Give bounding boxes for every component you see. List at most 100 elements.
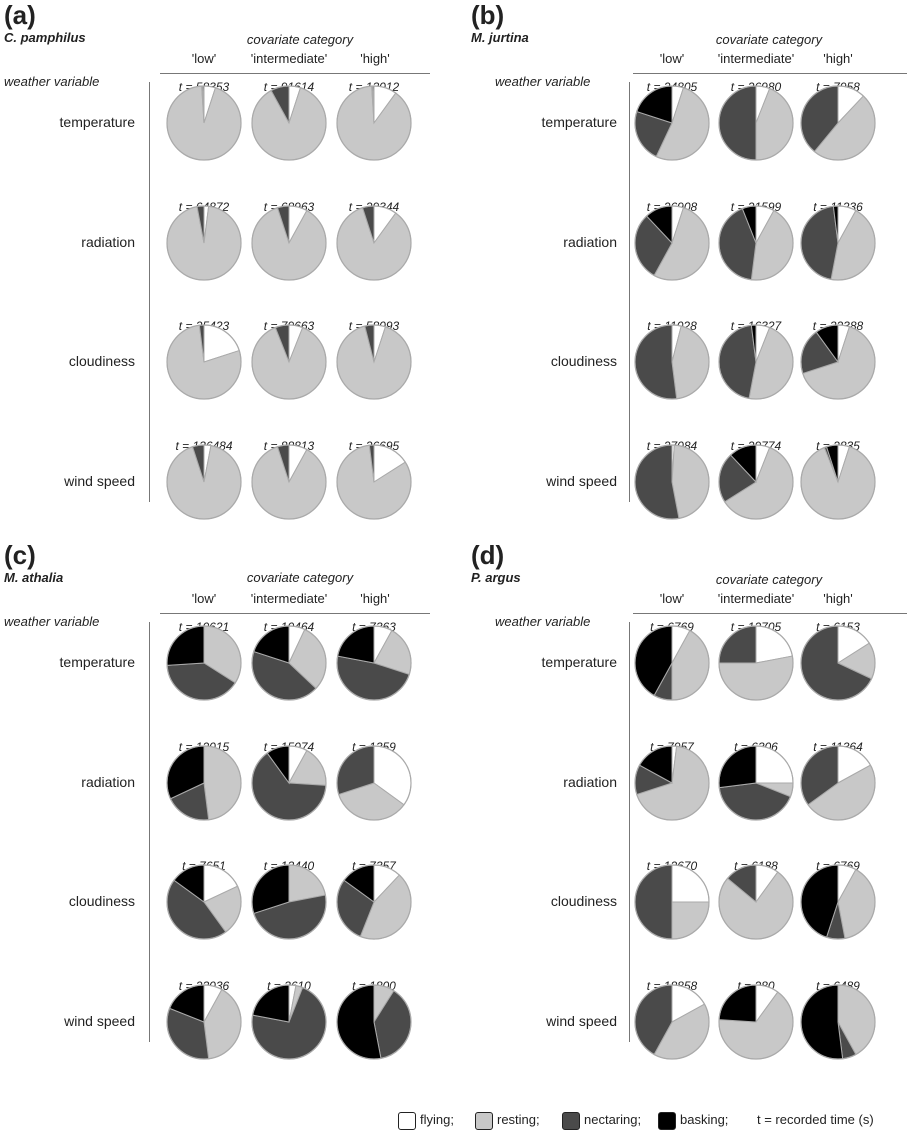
pie-outline bbox=[634, 625, 710, 701]
legend-label-basking: basking; bbox=[680, 1112, 729, 1127]
pie-chart bbox=[251, 205, 327, 281]
row-label: wind speed bbox=[546, 1013, 617, 1029]
pie-outline bbox=[634, 984, 710, 1060]
pie-outline bbox=[166, 864, 242, 940]
category-intermediate: 'intermediate' bbox=[250, 51, 328, 66]
species-name: M. athalia bbox=[4, 570, 64, 585]
pie-slice-nectaring bbox=[718, 324, 757, 399]
panel-a: (a) C. pamphilus covariate category 'low… bbox=[0, 0, 440, 540]
pie-chart bbox=[251, 625, 327, 701]
pie-slice-nectaring bbox=[634, 864, 673, 940]
pie-outline bbox=[634, 324, 710, 400]
pie-chart bbox=[166, 444, 242, 520]
panel-letter: (d) bbox=[471, 540, 505, 570]
pie-slice-basking bbox=[166, 625, 205, 666]
pie-outline bbox=[800, 984, 876, 1060]
pie-outline bbox=[634, 444, 710, 520]
pie-outline bbox=[718, 864, 794, 940]
pie-slice-resting bbox=[203, 745, 242, 821]
legend-note: t = recorded time (s) bbox=[757, 1112, 874, 1127]
species-name: P. argus bbox=[471, 570, 521, 585]
legend-swatch-resting bbox=[475, 1112, 493, 1130]
category-low: 'low' bbox=[659, 51, 685, 66]
pie-outline bbox=[718, 984, 794, 1060]
pie-outline bbox=[800, 205, 876, 281]
pie-slice-resting bbox=[671, 444, 710, 519]
pie-outline bbox=[166, 85, 242, 161]
pie-chart bbox=[166, 625, 242, 701]
pie-chart bbox=[251, 324, 327, 400]
row-label: cloudiness bbox=[68, 353, 135, 369]
pie-chart bbox=[718, 984, 794, 1060]
pie-slice-basking bbox=[718, 745, 757, 789]
category-high: 'high' bbox=[823, 51, 853, 66]
pie-chart bbox=[634, 444, 710, 520]
axis-rule bbox=[629, 622, 630, 1042]
panel-b: (b) M. jurtina covariate category 'low' … bbox=[467, 0, 907, 540]
weather-variable-title: weather variable bbox=[495, 74, 591, 89]
row-label: temperature bbox=[59, 654, 135, 670]
pie-outline bbox=[336, 85, 412, 161]
row-label: radiation bbox=[81, 774, 135, 790]
pie-chart bbox=[251, 984, 327, 1060]
header-rule bbox=[160, 613, 430, 614]
pie-outline bbox=[800, 745, 876, 821]
pie-outline bbox=[800, 625, 876, 701]
pie-slice-basking bbox=[800, 984, 844, 1060]
pie-chart bbox=[336, 205, 412, 281]
pie-chart bbox=[800, 984, 876, 1060]
row-label: cloudiness bbox=[550, 353, 617, 369]
pie-outline bbox=[251, 205, 327, 281]
pie-chart bbox=[166, 984, 242, 1060]
pie-chart bbox=[251, 85, 327, 161]
pie-chart bbox=[336, 85, 412, 161]
panel-d: (d) P. argus covariate category 'low' 'i… bbox=[467, 540, 907, 1080]
axis-rule bbox=[149, 622, 150, 1042]
row-label: temperature bbox=[541, 654, 617, 670]
pie-chart bbox=[718, 85, 794, 161]
pie-chart bbox=[336, 625, 412, 701]
pie-chart bbox=[251, 444, 327, 520]
pie-outline bbox=[251, 625, 327, 701]
pie-outline bbox=[800, 324, 876, 400]
pie-outline bbox=[336, 444, 412, 520]
pie-chart bbox=[166, 745, 242, 821]
pie-outline bbox=[166, 625, 242, 701]
pie-chart bbox=[634, 864, 710, 940]
row-label: wind speed bbox=[64, 1013, 135, 1029]
pie-outline bbox=[336, 625, 412, 701]
pie-outline bbox=[336, 984, 412, 1060]
pie-outline bbox=[800, 85, 876, 161]
pie-slice-nectaring bbox=[718, 85, 757, 161]
axis-rule bbox=[629, 82, 630, 502]
pie-chart bbox=[166, 205, 242, 281]
pie-outline bbox=[634, 745, 710, 821]
row-label: cloudiness bbox=[550, 893, 617, 909]
pie-outline bbox=[718, 444, 794, 520]
pie-chart bbox=[634, 625, 710, 701]
header-rule bbox=[160, 73, 430, 74]
pie-chart bbox=[800, 444, 876, 520]
legend: flying; resting; nectaring; basking; t =… bbox=[0, 1112, 911, 1134]
category-low: 'low' bbox=[659, 591, 685, 606]
pie-outline bbox=[251, 324, 327, 400]
pie-outline bbox=[336, 864, 412, 940]
panel-letter: (b) bbox=[471, 0, 505, 30]
pie-outline bbox=[634, 85, 710, 161]
pie-chart bbox=[718, 625, 794, 701]
pie-chart bbox=[634, 205, 710, 281]
covariate-title: covariate category bbox=[715, 32, 823, 47]
pie-slice-basking bbox=[336, 984, 382, 1060]
pie-outline bbox=[800, 864, 876, 940]
pie-outline bbox=[251, 745, 327, 821]
pie-outline bbox=[166, 205, 242, 281]
pie-chart bbox=[336, 745, 412, 821]
category-high: 'high' bbox=[823, 591, 853, 606]
pie-outline bbox=[800, 444, 876, 520]
category-intermediate: 'intermediate' bbox=[250, 591, 328, 606]
pie-chart bbox=[634, 85, 710, 161]
legend-swatch-basking bbox=[658, 1112, 676, 1130]
covariate-title: covariate category bbox=[715, 572, 823, 587]
pie-outline bbox=[718, 745, 794, 821]
legend-swatch-flying bbox=[398, 1112, 416, 1130]
